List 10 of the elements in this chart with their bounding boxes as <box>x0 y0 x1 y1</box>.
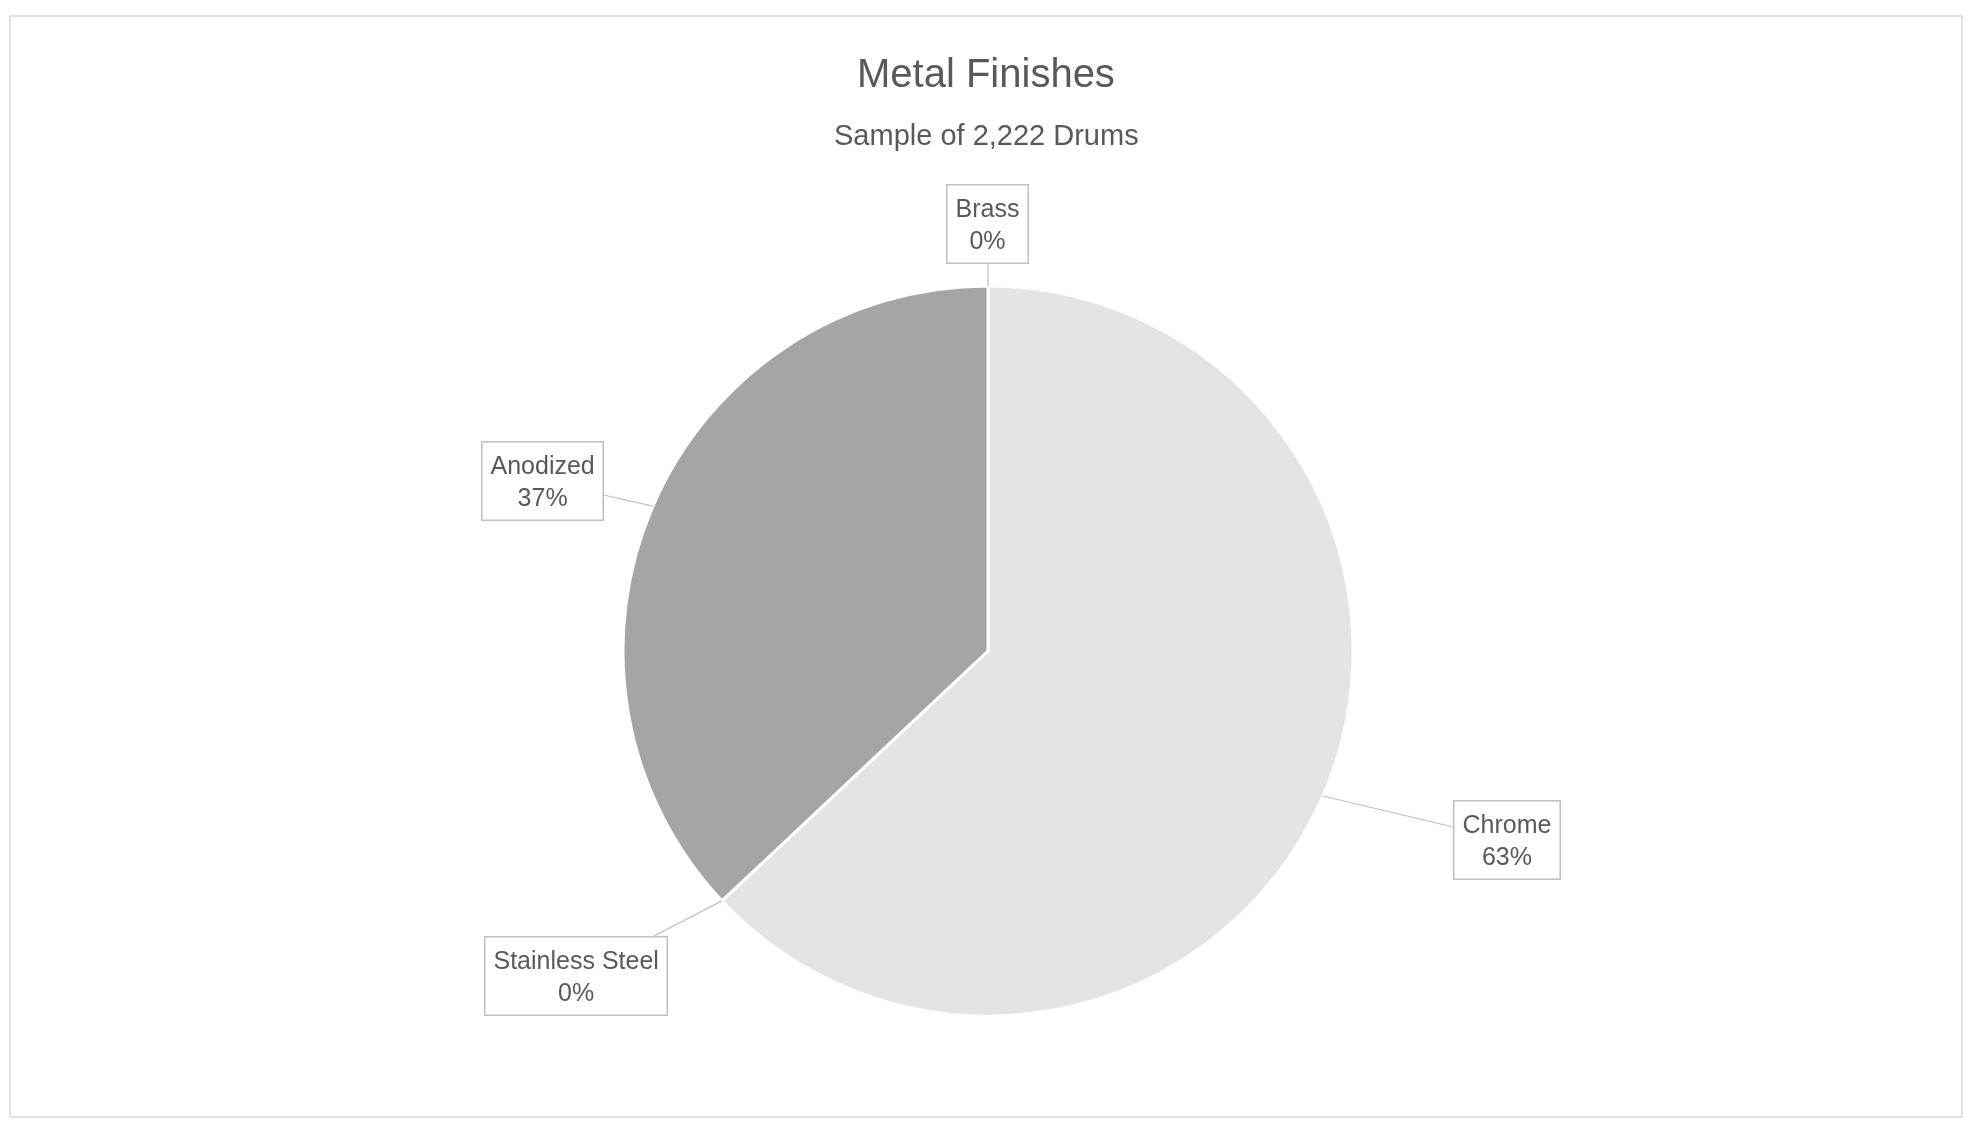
text: 0% <box>558 978 595 1006</box>
data-label: 63% <box>1481 842 1532 870</box>
category-label: Brass <box>955 193 1020 222</box>
data-label: 37% <box>517 483 568 511</box>
chart-subtitle: Sample of 2,222 Drums <box>834 119 1139 151</box>
text: 0% <box>969 226 1006 254</box>
category-label: Stainless Steel <box>493 945 659 974</box>
chart-title: Metal Finishes <box>857 51 1115 95</box>
slice-label: Chrome <box>1462 809 1552 838</box>
slice-label: Anodized <box>490 450 595 479</box>
